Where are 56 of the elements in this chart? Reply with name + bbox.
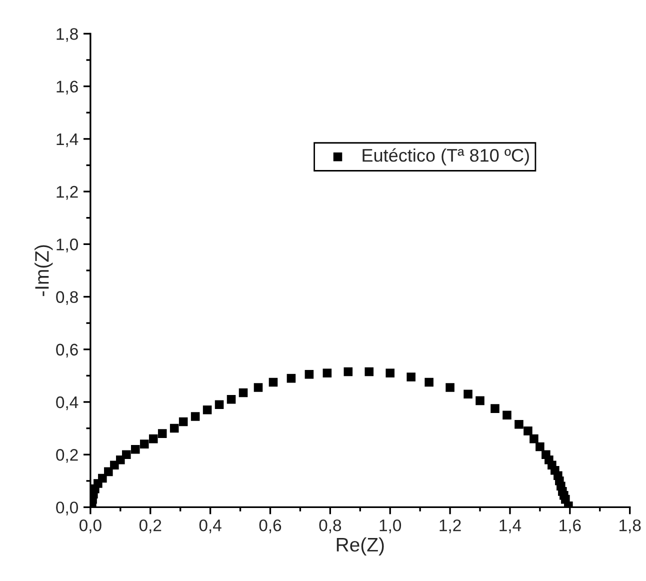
point bbox=[131, 444, 140, 454]
legend-label: Eutéctico (Tª 810 ºC) bbox=[362, 148, 529, 166]
point bbox=[490, 404, 500, 413]
y-tick-label: 1,8 bbox=[56, 28, 78, 42]
point bbox=[202, 405, 212, 414]
y-tick-label: 1,4 bbox=[56, 133, 78, 148]
point bbox=[254, 383, 263, 392]
x-tick-label: 1,4 bbox=[500, 520, 522, 534]
point bbox=[524, 426, 532, 436]
x-tick-label: 0,0 bbox=[80, 519, 102, 534]
point bbox=[286, 374, 296, 383]
point bbox=[214, 400, 224, 410]
y-tick-label: 0,2 bbox=[56, 449, 78, 463]
y-axis-title: -Im(Z) bbox=[34, 245, 53, 296]
point bbox=[190, 412, 200, 421]
point bbox=[268, 378, 278, 387]
point bbox=[158, 429, 167, 438]
point bbox=[514, 420, 524, 429]
point bbox=[344, 367, 353, 376]
point bbox=[322, 368, 332, 378]
point bbox=[238, 388, 248, 398]
point bbox=[226, 394, 236, 404]
point bbox=[476, 396, 484, 406]
x-tick-label: 1,6 bbox=[560, 519, 581, 534]
y-tick-label: 0,8 bbox=[56, 291, 78, 305]
point bbox=[502, 410, 512, 420]
point bbox=[464, 390, 472, 398]
x-tick-label: 0,8 bbox=[319, 519, 342, 534]
y-tick-label: 1,6 bbox=[56, 80, 78, 94]
y-tick-label: 0,4 bbox=[56, 396, 78, 410]
point bbox=[406, 372, 416, 382]
x-tick-label: 1,0 bbox=[380, 519, 402, 534]
x-tick-label: 1,2 bbox=[440, 519, 461, 534]
y-tick-label: 1,2 bbox=[56, 186, 78, 200]
y-tick-label: 0,6 bbox=[56, 344, 78, 358]
x-axis-title: Re(Z) bbox=[336, 537, 384, 556]
point bbox=[386, 368, 395, 378]
point bbox=[446, 383, 454, 392]
point bbox=[148, 434, 158, 444]
point bbox=[170, 424, 179, 433]
x-tick-label: 0,4 bbox=[199, 519, 222, 534]
x-tick-label: 0,2 bbox=[139, 519, 162, 534]
point bbox=[98, 474, 107, 483]
point bbox=[424, 378, 434, 387]
point bbox=[364, 367, 374, 376]
x-tick-label: 1,8 bbox=[620, 519, 641, 534]
x-tick-label: 0,6 bbox=[259, 519, 282, 534]
point bbox=[140, 440, 149, 448]
y-tick-label: 1,0 bbox=[56, 238, 78, 252]
point bbox=[304, 370, 314, 379]
point bbox=[104, 467, 113, 476]
y-tick-label: 0,0 bbox=[56, 502, 78, 516]
point bbox=[122, 450, 131, 459]
point bbox=[178, 417, 188, 426]
point bbox=[536, 442, 544, 452]
point bbox=[530, 434, 538, 444]
